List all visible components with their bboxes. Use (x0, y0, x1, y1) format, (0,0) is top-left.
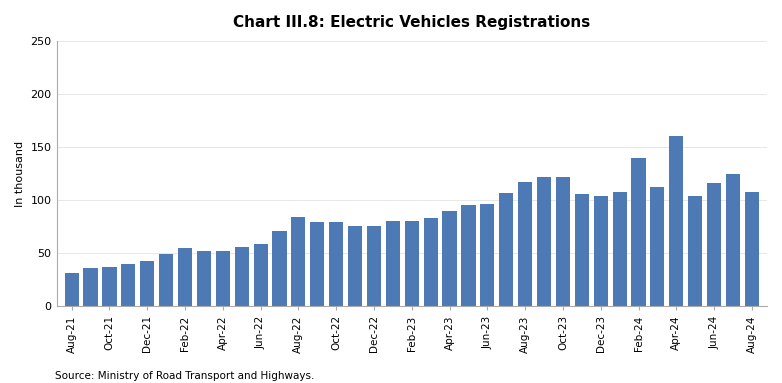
Bar (405, 221, 419, 306)
Y-axis label: In thousand: In thousand (15, 141, 25, 207)
Bar (480, 205, 494, 306)
Bar (651, 187, 665, 306)
Bar (367, 226, 381, 306)
Bar (216, 251, 230, 306)
Bar (726, 173, 740, 306)
Bar (197, 251, 211, 306)
Bar (744, 192, 759, 306)
Bar (310, 223, 325, 306)
Bar (669, 136, 683, 306)
Bar (102, 267, 117, 306)
Bar (631, 158, 646, 306)
Bar (292, 217, 306, 306)
Bar (612, 192, 626, 306)
Bar (159, 254, 174, 306)
Bar (556, 177, 570, 306)
Bar (140, 260, 154, 306)
Title: Chart III.8: Electric Vehicles Registrations: Chart III.8: Electric Vehicles Registrat… (233, 15, 590, 30)
Bar (84, 268, 98, 306)
Bar (461, 205, 475, 306)
Bar (386, 221, 400, 306)
Bar (348, 226, 362, 306)
Bar (499, 193, 513, 306)
Text: Source: Ministry of Road Transport and Highways.: Source: Ministry of Road Transport and H… (55, 371, 314, 381)
Bar (178, 248, 192, 306)
Bar (537, 177, 551, 306)
Bar (235, 247, 249, 306)
Bar (594, 196, 608, 306)
Bar (443, 211, 457, 306)
Bar (121, 264, 135, 306)
Bar (575, 194, 589, 306)
Bar (518, 182, 533, 306)
Bar (272, 231, 286, 306)
Bar (424, 218, 438, 306)
Bar (65, 273, 79, 306)
Bar (329, 223, 343, 306)
Bar (688, 196, 702, 306)
Bar (253, 244, 267, 306)
Bar (707, 183, 721, 306)
